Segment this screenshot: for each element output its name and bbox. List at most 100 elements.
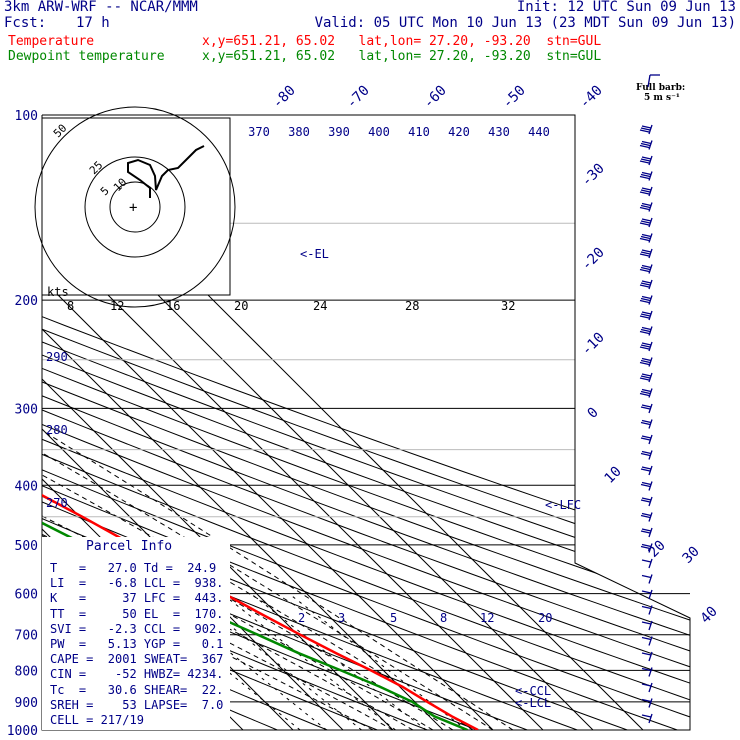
wind-barb-flag bbox=[640, 437, 651, 441]
wind-barb bbox=[648, 496, 653, 507]
wind-barb-flag bbox=[641, 125, 652, 129]
wind-barb bbox=[648, 434, 653, 445]
dry-adiabat-line bbox=[42, 115, 428, 730]
wind-barb-flag bbox=[641, 667, 652, 672]
parcel-info-row: LI = -6.8 LCL = 938. bbox=[50, 576, 224, 591]
wind-barb-flag bbox=[641, 466, 652, 470]
wind-barb-flag bbox=[640, 282, 651, 286]
hodograph-ring bbox=[109, 181, 161, 233]
isotherm-label: 0 bbox=[585, 405, 602, 422]
wind-barb bbox=[648, 341, 653, 352]
theta-label: 390 bbox=[328, 125, 350, 139]
theta-label: 400 bbox=[368, 125, 390, 139]
wind-barb-flag bbox=[640, 189, 651, 193]
dewpoint-legend-label: Dewpoint temperature bbox=[8, 49, 165, 64]
wind-barb-flag bbox=[639, 330, 650, 335]
wind-barb bbox=[648, 248, 653, 259]
wind-barb-flag bbox=[640, 235, 651, 240]
wind-barb bbox=[648, 419, 653, 429]
wind-barb bbox=[648, 372, 653, 383]
wind-speed-label: kts bbox=[47, 285, 69, 299]
isotherm-label: -30 bbox=[579, 161, 608, 190]
wind-barb bbox=[648, 140, 653, 150]
wind-barb-flag bbox=[641, 714, 652, 718]
dry-adiabat-line bbox=[42, 115, 690, 730]
wind-barb-flag bbox=[641, 435, 652, 439]
isotherm-label: -20 bbox=[579, 245, 608, 274]
theta-label: 380 bbox=[288, 125, 310, 139]
wind-barb-flag bbox=[640, 375, 651, 379]
isotherm-label: -50 bbox=[500, 83, 529, 112]
wind-barb-flag bbox=[641, 559, 652, 563]
wind-barb-flag bbox=[640, 173, 651, 178]
pressure-label: 500 bbox=[15, 539, 38, 554]
wind-barb-flag bbox=[641, 249, 652, 253]
theta-label: 410 bbox=[408, 125, 430, 139]
isotherm-label: -10 bbox=[579, 330, 608, 359]
wind-barb-flag bbox=[641, 388, 652, 393]
wind-barb-flag bbox=[639, 175, 650, 180]
wind-barb bbox=[648, 450, 653, 460]
wind-barb-flag bbox=[639, 346, 650, 350]
wind-barb-flag bbox=[640, 452, 651, 457]
wind-barb-flag bbox=[639, 222, 650, 226]
wind-speed-label: 8 bbox=[67, 299, 74, 313]
pressure-label: 200 bbox=[15, 294, 38, 309]
wind-barb bbox=[648, 465, 653, 476]
wind-barb-flag bbox=[641, 326, 652, 331]
wind-barb-flag bbox=[639, 268, 650, 273]
wind-barb-flag bbox=[641, 140, 652, 145]
dry-adiabat-line bbox=[42, 115, 690, 730]
parcel-info-title: Parcel Info bbox=[86, 539, 173, 554]
fcst-value: 17 h bbox=[76, 15, 110, 31]
lcl-marker: <-LCL bbox=[515, 696, 551, 710]
wind-barb-flag bbox=[640, 390, 651, 395]
hodograph-frame bbox=[41, 117, 231, 296]
parcel-info-row: CELL = 217/19 bbox=[50, 713, 144, 728]
wind-barb-flag bbox=[640, 499, 651, 503]
mixing-ratio-label: 2 bbox=[298, 611, 305, 625]
hodograph-ring bbox=[84, 156, 186, 258]
wind-barb-flag bbox=[640, 204, 651, 209]
wind-barb bbox=[648, 295, 653, 305]
isotherm-line bbox=[42, 115, 544, 730]
wind-barb bbox=[648, 558, 653, 569]
mixing-ratio-label: 12 bbox=[480, 611, 494, 625]
pressure-label: 300 bbox=[15, 402, 38, 417]
wind-barb-flag bbox=[639, 237, 650, 242]
mixing-ratio-label: 3 bbox=[338, 611, 345, 625]
wind-barb bbox=[648, 279, 653, 290]
wind-barb-flag bbox=[639, 361, 650, 366]
full-barb-icon bbox=[647, 74, 651, 88]
init-time: Init: 12 UTC Sun 09 Jun 13 bbox=[516, 0, 736, 15]
wind-barb-flag bbox=[640, 297, 651, 302]
parcel-info-row: SVI = -2.3 CCL = 902. bbox=[50, 621, 224, 636]
wind-barb bbox=[648, 636, 653, 646]
wind-barb bbox=[648, 667, 653, 677]
fcst-label: Fcst: bbox=[4, 15, 47, 31]
valid-time: Valid: 05 UTC Mon 10 Jun 13 (23 MDT Sun … bbox=[314, 15, 736, 31]
wind-barb bbox=[648, 620, 653, 631]
hodograph-trace bbox=[127, 145, 205, 198]
wind-barb-flag bbox=[639, 129, 650, 133]
temperature-legend-info: x,y=651.21, 65.02 lat,lon= 27.20, -93.20… bbox=[202, 34, 602, 49]
wind-barb-flag bbox=[641, 311, 652, 315]
wind-barb bbox=[648, 217, 653, 228]
wind-barb-flag bbox=[641, 528, 652, 532]
hodograph-ring bbox=[34, 106, 236, 308]
wind-speed-label: 12 bbox=[110, 299, 124, 313]
wind-barb-flag bbox=[639, 206, 650, 211]
dry-adiabat-line bbox=[42, 115, 690, 730]
wind-barb-flag bbox=[639, 284, 650, 288]
wind-barb-flag bbox=[641, 683, 652, 687]
parcel-info-row: TT = 50 EL = 170. bbox=[50, 606, 224, 621]
wind-barb bbox=[648, 527, 653, 538]
moist-adiabat-line bbox=[42, 299, 434, 730]
el-marker: <-EL bbox=[300, 247, 329, 261]
lfc-marker: <-LFC bbox=[545, 498, 581, 512]
wind-barb-flag bbox=[641, 450, 652, 455]
theta-label: 430 bbox=[488, 125, 510, 139]
wind-barb-flag bbox=[640, 158, 651, 162]
wind-barb-flag bbox=[641, 481, 652, 486]
dry-adiabat-line bbox=[42, 115, 378, 730]
